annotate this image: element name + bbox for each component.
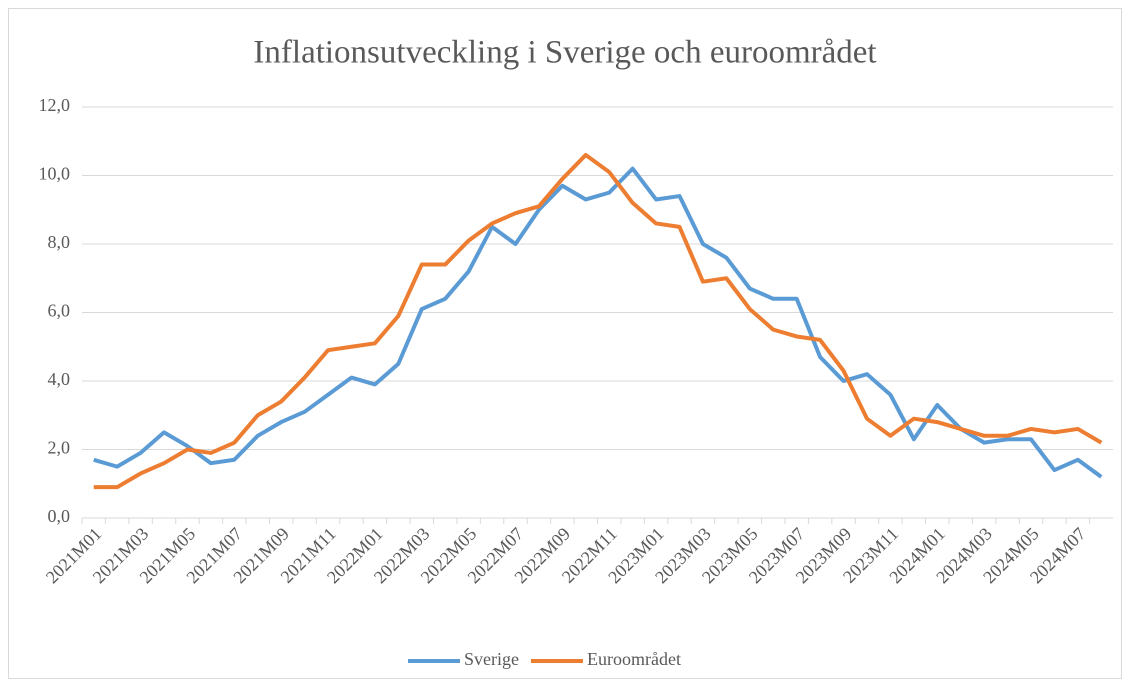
y-tick-label: 10,0 <box>39 164 71 184</box>
y-tick-label: 4,0 <box>48 369 71 389</box>
chart-border <box>8 8 1122 679</box>
y-tick-label: 12,0 <box>39 95 71 115</box>
legend-label: Sverige <box>464 649 519 669</box>
y-tick-label: 0,0 <box>48 506 71 526</box>
chart-title: Inflationsutveckling i Sverige och euroo… <box>253 35 876 71</box>
y-tick-label: 2,0 <box>48 438 71 458</box>
y-tick-label: 8,0 <box>48 232 71 252</box>
y-tick-label: 6,0 <box>48 301 71 321</box>
legend-label: Euroområdet <box>587 649 681 669</box>
line-series <box>93 166 1103 479</box>
line-series <box>93 152 1103 490</box>
